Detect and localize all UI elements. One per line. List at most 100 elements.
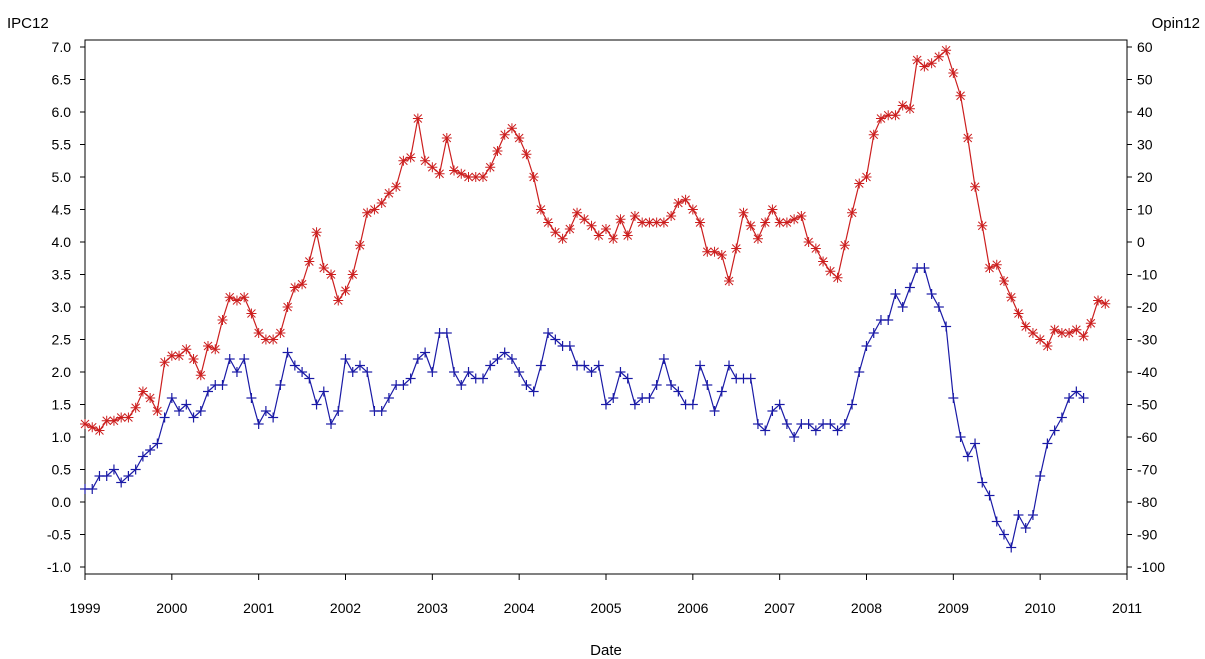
data-point (716, 386, 727, 397)
data-point (601, 399, 611, 410)
data-point (210, 344, 221, 355)
x-tick-label-2005: 2005 (590, 600, 621, 616)
data-point (528, 386, 539, 397)
data-point (904, 282, 915, 293)
data-point (752, 233, 763, 244)
y-right-tick-label: -10 (1137, 267, 1157, 283)
data-point (803, 237, 814, 247)
data-point (528, 172, 539, 182)
data-point (861, 341, 872, 351)
data-point (651, 380, 662, 390)
data-point (159, 412, 170, 423)
data-point (123, 471, 134, 481)
data-point (695, 360, 706, 371)
y-right-tick-label: -100 (1137, 559, 1165, 575)
data-point (615, 214, 626, 225)
data-point (224, 292, 235, 303)
data-point (333, 406, 344, 416)
data-point (514, 367, 525, 377)
data-point (130, 402, 141, 413)
data-point (369, 204, 380, 215)
y-left-tick-label: 4.5 (52, 202, 72, 218)
x-tick-label-2002: 2002 (330, 600, 361, 616)
data-point (181, 344, 192, 355)
data-point (818, 256, 829, 267)
data-point (152, 438, 163, 449)
y-left-tick-label: 0.0 (52, 494, 72, 510)
data-point (890, 110, 901, 121)
data-point (868, 328, 879, 338)
data-point (130, 464, 141, 475)
data-point (405, 373, 416, 384)
y-left-tick-label: 3.0 (52, 299, 72, 315)
y-left-tick-label: 1.0 (52, 429, 72, 445)
data-point (477, 373, 488, 384)
data-point (499, 129, 510, 140)
y-right-axis-title: Opin12 (1152, 15, 1200, 32)
data-point (434, 168, 445, 179)
y-left-tick-label: -1.0 (47, 559, 71, 575)
data-point (477, 172, 488, 182)
data-point (297, 279, 308, 290)
data-point (217, 380, 228, 390)
data-point (998, 529, 1009, 540)
data-point (1100, 298, 1111, 309)
data-point (1013, 510, 1024, 520)
data-point (752, 419, 763, 429)
data-point (1020, 321, 1031, 332)
y-right-tick-label: 20 (1137, 169, 1153, 185)
data-point (347, 269, 358, 280)
data-point (188, 354, 199, 364)
data-point (557, 233, 568, 244)
data-point (514, 133, 525, 143)
data-point (572, 207, 583, 218)
data-point (427, 367, 438, 377)
data-point (709, 406, 720, 416)
data-point (376, 406, 387, 416)
data-point (861, 172, 872, 182)
data-point (231, 367, 242, 377)
data-point (760, 217, 771, 228)
data-point (883, 315, 894, 325)
data-point (275, 328, 286, 338)
data-point (716, 250, 727, 260)
data-point (774, 217, 785, 228)
data-point (246, 393, 257, 403)
data-point (1027, 328, 1038, 338)
data-point (492, 354, 503, 364)
x-tick-label-2000: 2000 (156, 600, 187, 616)
data-point (839, 419, 850, 429)
data-point (702, 380, 713, 390)
data-point (666, 380, 677, 390)
data-point (398, 380, 409, 390)
data-point (521, 149, 532, 160)
data-point (195, 406, 206, 416)
y-right-tick-label: -50 (1137, 397, 1157, 413)
data-point (420, 347, 431, 358)
data-point (492, 146, 503, 156)
data-point (535, 204, 546, 215)
data-point (868, 129, 879, 140)
data-point (239, 354, 250, 364)
x-tick-label-2004: 2004 (504, 600, 535, 616)
data-point (1049, 425, 1060, 436)
data-point (680, 194, 691, 205)
data-point (847, 207, 858, 218)
data-point (622, 230, 633, 241)
data-point (854, 178, 865, 189)
data-point (970, 181, 981, 192)
data-point (159, 357, 170, 368)
data-point (521, 380, 532, 390)
data-point (781, 217, 792, 228)
data-point (1013, 308, 1024, 319)
data-point (962, 451, 973, 462)
data-point (412, 113, 423, 124)
y-left-tick-label: 5.5 (52, 137, 72, 153)
data-point (810, 243, 821, 254)
data-point (658, 354, 669, 364)
data-point (123, 412, 134, 423)
data-point (1071, 324, 1082, 335)
data-point (745, 220, 756, 231)
data-point (977, 220, 988, 231)
